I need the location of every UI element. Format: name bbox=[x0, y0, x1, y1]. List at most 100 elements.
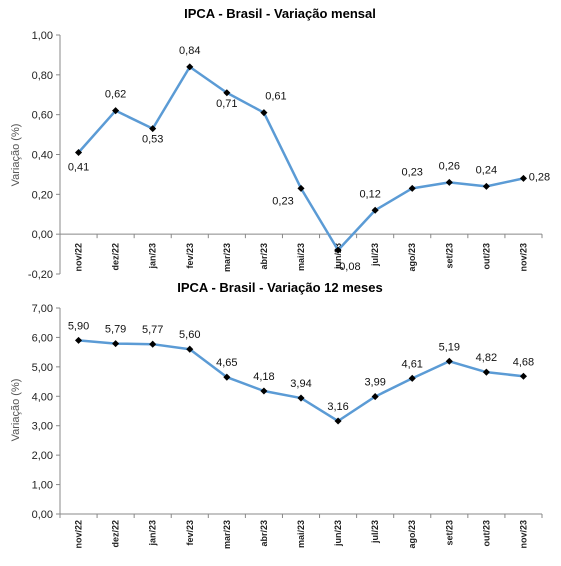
data-point bbox=[149, 340, 157, 348]
data-point bbox=[260, 387, 268, 395]
data-point bbox=[75, 148, 83, 157]
y-axis-label: Variação (%) bbox=[10, 379, 22, 442]
x-tick-label: jan/23 bbox=[148, 520, 158, 547]
y-tick-label: 0,00 bbox=[32, 229, 53, 241]
data-label: 5,77 bbox=[142, 324, 163, 336]
x-tick-label: nov/23 bbox=[518, 243, 528, 272]
x-tick-label: nov/22 bbox=[74, 243, 84, 272]
y-tick-label: -0,20 bbox=[28, 269, 53, 281]
twelve-month-variation-chart: IPCA - Brasil - Variação 12 meses Variaç… bbox=[10, 280, 543, 549]
data-label: 0,71 bbox=[216, 98, 237, 110]
x-tick-label: nov/22 bbox=[74, 520, 84, 549]
y-tick-label: 2,00 bbox=[32, 450, 53, 462]
data-label: 0,24 bbox=[476, 164, 497, 176]
data-point bbox=[334, 246, 342, 254]
series-line bbox=[77, 65, 524, 252]
data-label: 4,65 bbox=[216, 357, 237, 369]
x-tick-label: abr/23 bbox=[259, 520, 269, 547]
data-point bbox=[223, 373, 231, 381]
chart-title: IPCA - Brasil - Variação 12 meses bbox=[177, 280, 382, 295]
y-tick-label: 0,00 bbox=[32, 509, 53, 521]
x-tick-label: nov/23 bbox=[518, 520, 528, 549]
x-tick-label: mai/23 bbox=[296, 520, 306, 548]
y-tick-label: 3,00 bbox=[32, 421, 53, 433]
y-tick-label: 0,20 bbox=[32, 189, 53, 201]
data-label: 3,94 bbox=[290, 378, 311, 390]
monthly-variation-chart: IPCA - Brasil - Variação mensal Variação… bbox=[10, 6, 550, 281]
data-point bbox=[519, 174, 527, 182]
x-tick-label: fev/23 bbox=[185, 520, 195, 546]
y-axis-label: Variação (%) bbox=[10, 124, 22, 187]
y-tick-label: 6,00 bbox=[32, 332, 53, 344]
x-tick-label: mar/23 bbox=[222, 243, 232, 272]
data-point bbox=[149, 125, 157, 133]
data-point bbox=[112, 107, 120, 115]
x-tick-label: dez/22 bbox=[111, 520, 121, 548]
x-tick-label: ago/23 bbox=[407, 520, 417, 549]
data-label: 0,23 bbox=[402, 166, 423, 178]
data-label: 0,23 bbox=[272, 195, 293, 207]
x-tick-label: jul/23 bbox=[370, 243, 380, 267]
data-label: 4,61 bbox=[402, 358, 423, 370]
data-label: 0,61 bbox=[265, 91, 286, 103]
data-point bbox=[371, 206, 379, 214]
x-tick-label: mai/23 bbox=[296, 243, 306, 271]
y-tick-label: 5,00 bbox=[32, 362, 53, 374]
data-label: 5,19 bbox=[439, 341, 460, 353]
data-point bbox=[482, 368, 490, 376]
chart-title: IPCA - Brasil - Variação mensal bbox=[184, 6, 376, 21]
data-point bbox=[371, 393, 379, 401]
x-tick-label: out/23 bbox=[481, 243, 491, 270]
data-point bbox=[445, 357, 453, 365]
data-label: 0,84 bbox=[179, 45, 200, 57]
y-tick-label: 1,00 bbox=[32, 480, 53, 492]
x-tick-label: jun/23 bbox=[333, 243, 343, 270]
data-label: 4,82 bbox=[476, 352, 497, 364]
data-point bbox=[334, 417, 342, 425]
data-label: 0,28 bbox=[529, 171, 550, 183]
x-tick-label: out/23 bbox=[481, 520, 491, 547]
data-label: 5,60 bbox=[179, 329, 200, 341]
y-tick-label: 4,00 bbox=[32, 391, 53, 403]
data-point bbox=[519, 372, 527, 380]
y-tick-label: 1,00 bbox=[32, 30, 53, 42]
data-label: 4,68 bbox=[513, 356, 534, 368]
x-tick-label: set/23 bbox=[444, 243, 454, 269]
data-point bbox=[482, 182, 490, 190]
data-point bbox=[297, 394, 305, 402]
y-tick-label: 0,60 bbox=[32, 110, 53, 122]
x-tick-label: dez/22 bbox=[111, 243, 121, 271]
x-tick-label: set/23 bbox=[444, 520, 454, 546]
x-tick-label: jun/23 bbox=[333, 520, 343, 547]
data-point bbox=[408, 374, 416, 382]
data-label: 0,53 bbox=[142, 134, 163, 146]
x-tick-label: abr/23 bbox=[259, 243, 269, 270]
x-tick-label: mar/23 bbox=[222, 520, 232, 549]
data-label: 3,99 bbox=[364, 377, 385, 389]
data-label: 4,18 bbox=[253, 371, 274, 383]
data-point bbox=[297, 184, 305, 192]
data-label: 3,16 bbox=[327, 401, 348, 413]
data-point bbox=[112, 340, 120, 348]
x-tick-label: jan/23 bbox=[148, 243, 158, 270]
data-label: 5,90 bbox=[68, 320, 89, 332]
data-label: 5,79 bbox=[105, 324, 126, 336]
x-tick-label: fev/23 bbox=[185, 243, 195, 269]
data-label: 0,62 bbox=[105, 89, 126, 101]
data-label: -0,08 bbox=[336, 261, 361, 273]
data-label: 0,41 bbox=[68, 162, 89, 174]
y-tick-label: 0,80 bbox=[32, 70, 53, 82]
y-tick-label: 7,00 bbox=[32, 303, 53, 315]
data-label: 0,26 bbox=[439, 160, 460, 172]
data-point bbox=[186, 345, 194, 353]
y-tick-label: 0,40 bbox=[32, 150, 53, 162]
data-point bbox=[260, 109, 268, 117]
x-tick-label: ago/23 bbox=[407, 243, 417, 272]
data-label: 0,12 bbox=[359, 188, 380, 200]
data-point bbox=[223, 89, 231, 97]
x-tick-label: jul/23 bbox=[370, 520, 380, 544]
data-point bbox=[75, 336, 83, 344]
data-point bbox=[408, 184, 416, 192]
data-point bbox=[445, 178, 453, 186]
